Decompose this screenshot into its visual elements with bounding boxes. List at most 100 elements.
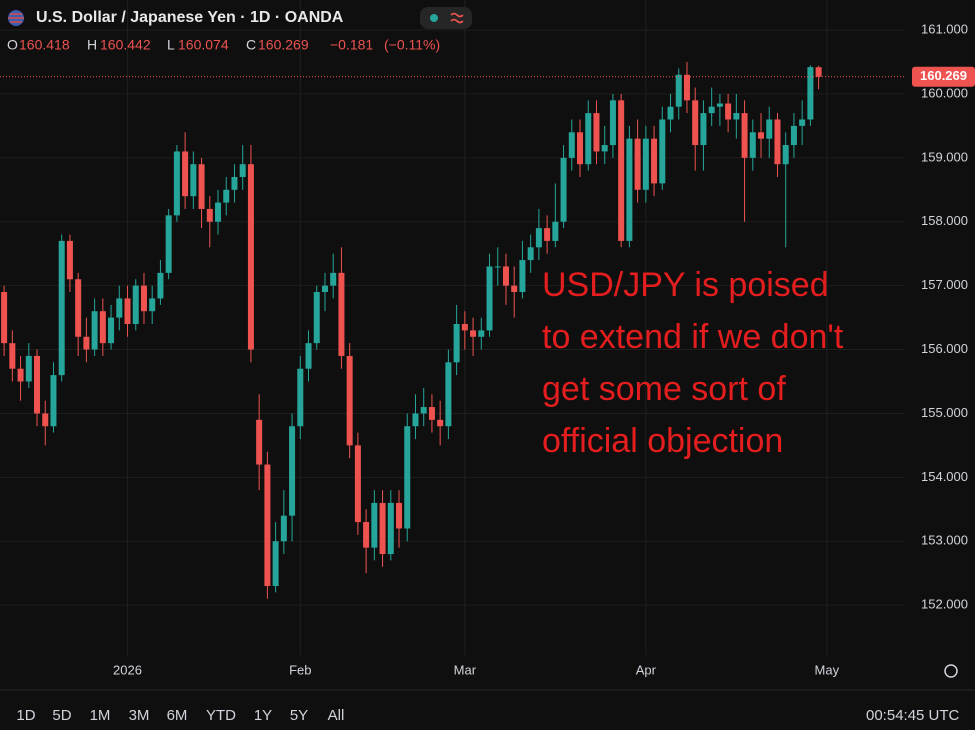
y-tick-label: 161.000: [921, 21, 968, 36]
candle-body: [683, 74, 690, 101]
candle-body: [140, 285, 147, 312]
range-button[interactable]: All: [328, 707, 345, 724]
candle-body: [585, 113, 592, 165]
range-button[interactable]: YTD: [206, 707, 236, 724]
candle-body: [363, 522, 370, 548]
candle-body: [157, 272, 164, 299]
x-tick-label: Apr: [636, 662, 657, 677]
candle-body: [577, 132, 584, 165]
candle-body: [66, 240, 73, 280]
header-open: 160.418: [19, 37, 70, 53]
candle-body: [182, 151, 189, 197]
candle-body: [264, 464, 271, 586]
candle-body: [642, 138, 649, 190]
candle-body: [354, 445, 361, 523]
x-tick-label: May: [815, 662, 840, 677]
x-tick-label: Feb: [289, 662, 311, 677]
range-button[interactable]: 1Y: [254, 707, 272, 724]
candle-body: [297, 368, 304, 427]
candle-body: [83, 336, 90, 350]
candle-body: [75, 279, 82, 337]
candle-body: [116, 298, 123, 318]
candle-body: [560, 157, 567, 222]
header-high: 160.442: [100, 37, 151, 53]
candle-body: [91, 311, 98, 350]
candle-body: [99, 311, 106, 344]
candle-body: [313, 292, 320, 344]
price-label-box: [912, 66, 975, 87]
x-tick-label: 2026: [113, 662, 142, 677]
candle-body: [198, 164, 205, 209]
candle-body: [782, 145, 789, 165]
candle-body: [428, 407, 435, 420]
status-dot: [430, 14, 438, 22]
annotation-line: to extend if we don't: [542, 318, 844, 356]
candle-body: [700, 113, 707, 146]
candle-body: [651, 138, 658, 184]
candle-body: [692, 100, 699, 146]
candle-body: [108, 317, 115, 344]
header-change: −0.181: [330, 37, 373, 53]
candle-body: [346, 355, 353, 446]
candle-body: [412, 413, 419, 427]
candle-body: [519, 260, 526, 293]
candle-body: [461, 323, 468, 331]
candle-body: [486, 266, 493, 331]
candle-body: [716, 103, 723, 107]
candle-body: [58, 240, 65, 376]
range-button[interactable]: 6M: [167, 707, 188, 724]
candle-body: [330, 272, 337, 286]
candle-body: [34, 355, 41, 414]
candle-body: [453, 323, 460, 363]
candle-body: [478, 330, 485, 337]
candle-body: [667, 106, 674, 120]
annotation: USD/JPY is poised to extend if we don't ge…: [542, 266, 844, 460]
candle-body: [280, 515, 287, 542]
range-button[interactable]: 3M: [129, 707, 150, 724]
candle-body: [733, 113, 740, 120]
range-button[interactable]: 5D: [52, 707, 71, 724]
y-tick-label: 152.000: [921, 597, 968, 612]
header-label: C: [246, 37, 256, 53]
candle-body: [437, 419, 444, 427]
candle-body: [758, 132, 765, 139]
candle-body: [9, 343, 16, 369]
range-button[interactable]: 5Y: [290, 707, 308, 724]
candle-body: [379, 502, 386, 555]
range-button[interactable]: 1M: [90, 707, 111, 724]
y-tick-label: 160.000: [921, 85, 968, 100]
candle-body: [626, 138, 633, 241]
candle-body: [404, 426, 411, 529]
candle-body: [552, 221, 559, 241]
y-tick-label: 157.000: [921, 277, 968, 292]
candle-body: [272, 541, 279, 586]
candle-body: [256, 419, 263, 465]
candle-body: [609, 100, 616, 146]
candle-body: [601, 145, 608, 152]
candle-body: [132, 285, 139, 324]
candle-body: [247, 164, 254, 350]
annotation-line: official objection: [542, 422, 783, 460]
candle-body: [239, 164, 246, 178]
header-label: H: [87, 37, 97, 53]
flag-stripes: [8, 13, 24, 23]
toolbar: 1D 5D 1M 3M 6M YTD 1Y 5Y All 00:54:45 UTC: [16, 707, 959, 724]
candle-body: [396, 502, 403, 529]
candle-body: [799, 119, 806, 126]
candle-body: [206, 208, 213, 222]
header-label: O: [7, 37, 18, 53]
header-change-pct: (−0.11%): [384, 37, 440, 53]
candle-body: [42, 413, 49, 427]
range-button[interactable]: 1D: [16, 707, 35, 724]
header-low: 160.074: [178, 37, 229, 53]
candle-body: [289, 426, 296, 516]
candle-body: [231, 177, 238, 190]
candle-body: [173, 151, 180, 216]
settings-icon[interactable]: [944, 664, 958, 678]
y-tick-label: 156.000: [921, 341, 968, 356]
candle-body: [1, 292, 8, 344]
annotation-line: get some sort of: [542, 370, 786, 408]
candle-body: [618, 100, 625, 241]
candle-body: [371, 502, 378, 548]
